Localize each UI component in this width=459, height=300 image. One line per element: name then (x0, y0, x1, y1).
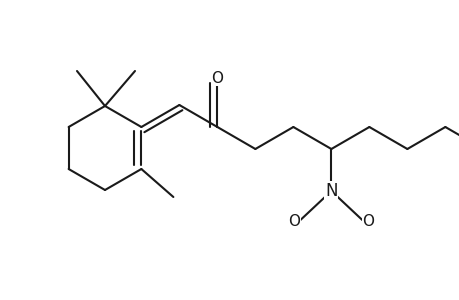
Text: O: O (211, 70, 223, 86)
Text: N: N (325, 182, 337, 200)
Text: O: O (288, 214, 300, 229)
Text: O: O (362, 214, 374, 229)
